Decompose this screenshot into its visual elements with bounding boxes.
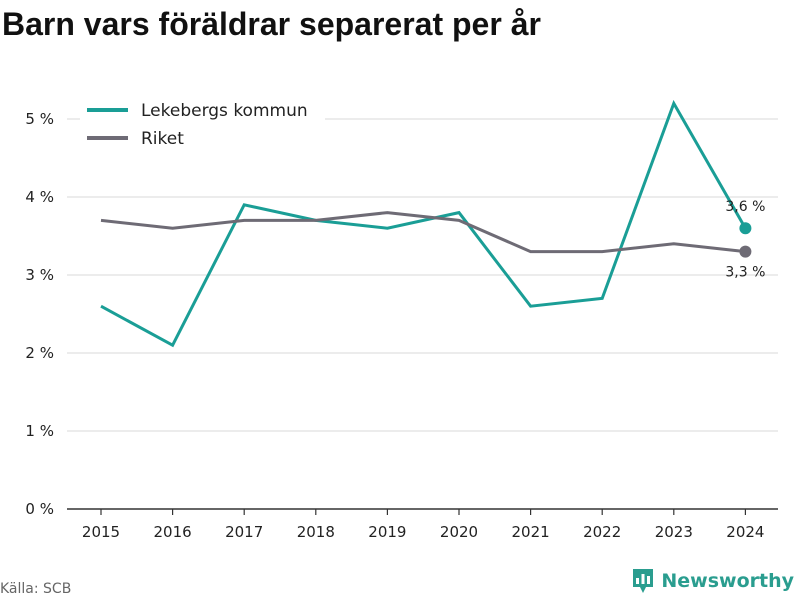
chart-title: Barn vars föräldrar separerat per år: [2, 6, 541, 42]
x-tick-label: 2015: [82, 523, 120, 541]
x-tick-label: 2017: [225, 523, 263, 541]
y-tick-label: 1 %: [25, 422, 54, 440]
x-tick-label: 2020: [440, 523, 478, 541]
end-value-label: 3,3 %: [725, 265, 765, 281]
series-end-point: [739, 222, 752, 235]
legend-background: [80, 92, 325, 154]
x-tick-label: 2018: [297, 523, 335, 541]
grid-lines: [67, 118, 778, 432]
series-lines: [100, 99, 752, 348]
end-value-label: 3,6 %: [725, 199, 765, 215]
y-tick-label: 3 %: [25, 266, 54, 284]
legend-label: Riket: [141, 129, 184, 149]
series-line-lekeberg: [100, 99, 747, 348]
source-note: Källa: SCB: [0, 581, 72, 597]
x-tick-label: 2021: [512, 523, 550, 541]
x-tick-label: 2019: [368, 523, 406, 541]
y-tick-label: 0 %: [25, 500, 54, 518]
x-tick-label: 2024: [726, 523, 764, 541]
series-end-point: [739, 245, 752, 258]
brand-name: Newsworthy: [661, 570, 794, 592]
x-tick-label: 2016: [154, 523, 192, 541]
legend: Lekebergs kommun Riket: [80, 92, 325, 154]
x-tick-label: 2023: [655, 523, 693, 541]
series-line-riket: [100, 211, 746, 254]
end-labels: 3,6 % 3,3 %: [725, 199, 765, 280]
y-tick-label: 5 %: [25, 110, 54, 128]
brand-logo: Newsworthy: [631, 567, 794, 595]
bar-chart-badge-icon: [633, 569, 654, 593]
x-axis: 2015 2016 2017 2018 2019 2020 2021 2022 2023 2024: [67, 508, 778, 541]
y-tick-label: 4 %: [25, 188, 54, 206]
x-tick-label: 2022: [583, 523, 621, 541]
legend-label: Lekebergs kommun: [141, 101, 308, 121]
y-axis-ticks: 0 % 1 % 2 % 3 % 4 % 5 %: [25, 110, 54, 518]
y-tick-label: 2 %: [25, 344, 54, 362]
